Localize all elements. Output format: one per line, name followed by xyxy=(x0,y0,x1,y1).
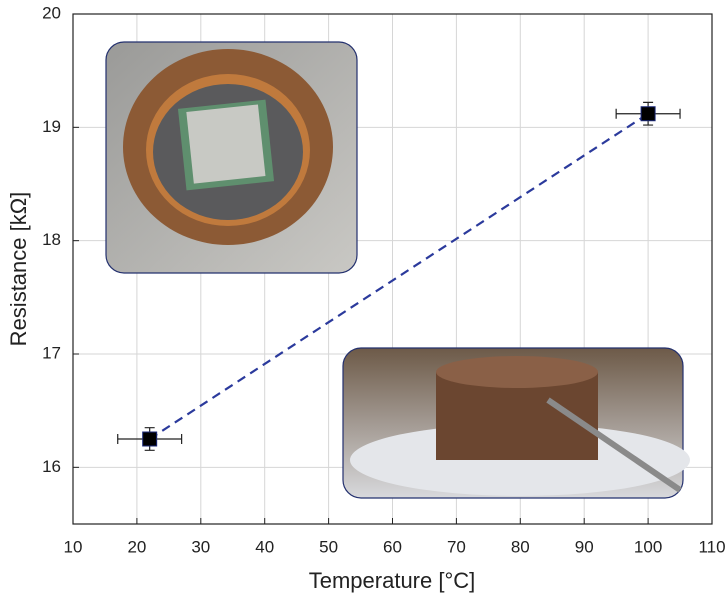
y-tick-label: 20 xyxy=(42,3,61,22)
x-tick-label: 100 xyxy=(634,537,662,556)
x-tick-label: 60 xyxy=(383,537,402,556)
y-tick-label: 19 xyxy=(42,117,61,136)
chart: Temperature [°C] Resistance [kΩ] 10 20 30 4… xyxy=(0,0,726,599)
y-tick-label: 18 xyxy=(42,230,61,249)
y-tick-label: 17 xyxy=(42,343,61,362)
inset-photo-heater xyxy=(343,348,690,498)
x-axis-title: Temperature [°C] xyxy=(309,568,476,593)
x-tick-label: 40 xyxy=(255,537,274,556)
x-tick-label: 90 xyxy=(575,537,594,556)
x-tick-label: 70 xyxy=(447,537,466,556)
x-tick-label: 80 xyxy=(511,537,530,556)
point xyxy=(641,107,655,121)
x-tick-label: 20 xyxy=(127,537,146,556)
y-axis-title: Resistance [kΩ] xyxy=(6,192,31,347)
inset-photo-chip xyxy=(106,42,357,273)
x-tick-label: 30 xyxy=(191,537,210,556)
x-tick-label: 110 xyxy=(698,537,725,556)
point xyxy=(143,432,157,446)
x-tick-label: 50 xyxy=(319,537,338,556)
y-tick-label: 16 xyxy=(42,457,61,476)
x-tick-label: 10 xyxy=(64,537,83,556)
